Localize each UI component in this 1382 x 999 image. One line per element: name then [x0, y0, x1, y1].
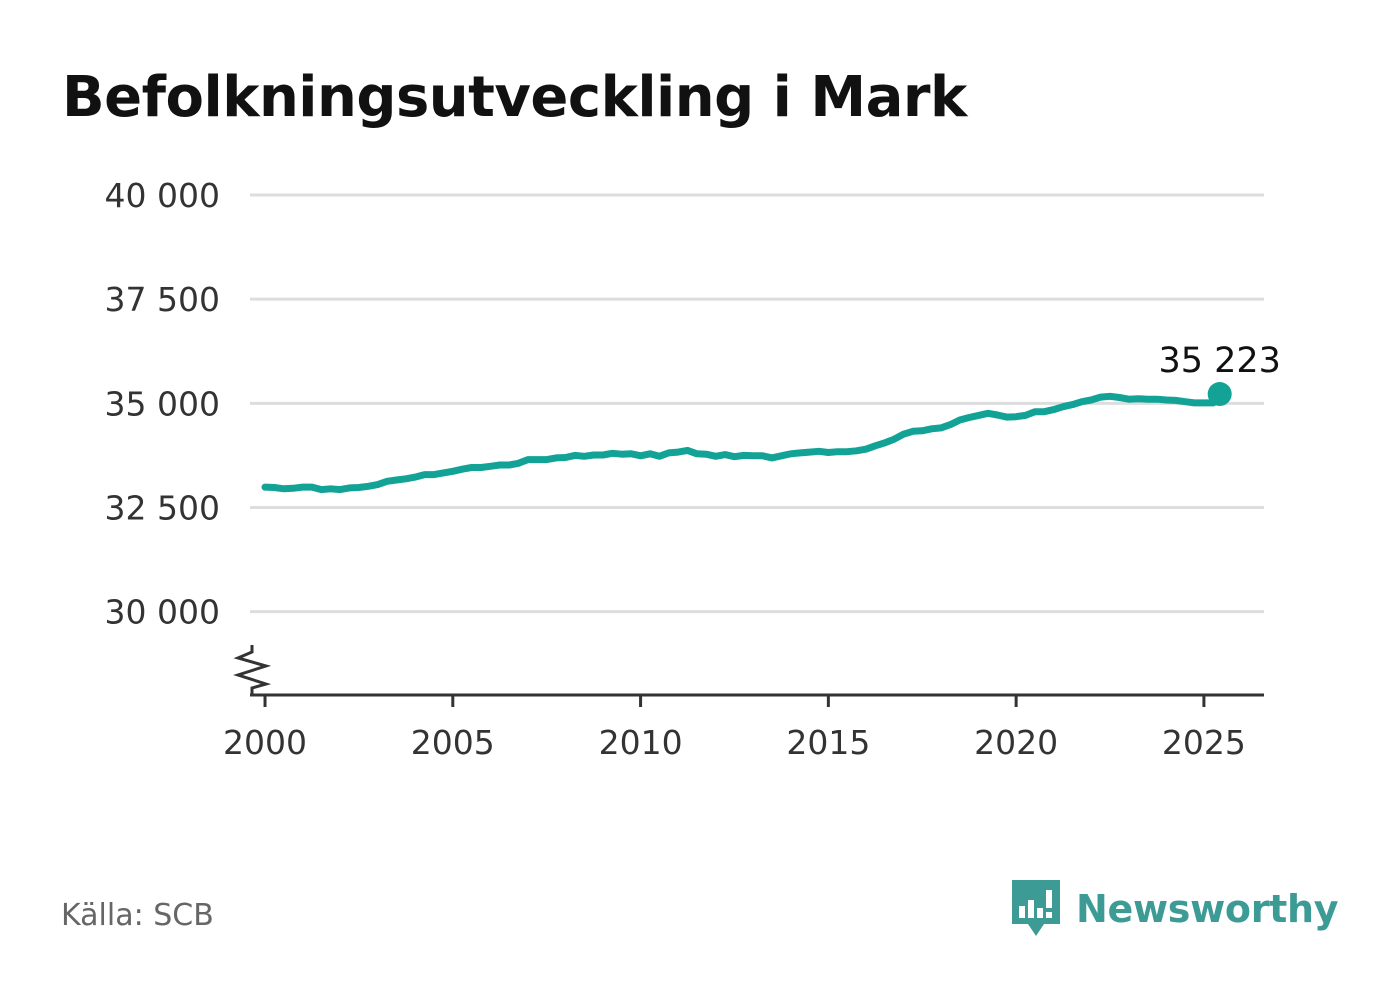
source-note: Källa: SCB	[61, 898, 214, 933]
data-label-layer: 35 223	[1158, 341, 1280, 381]
x-tick-label: 2015	[786, 723, 870, 762]
brand-logo[interactable]: Newsworthy	[1010, 878, 1339, 940]
series-line	[261, 390, 1224, 494]
brand-name: Newsworthy	[1076, 887, 1339, 931]
x-tick-label: 2005	[411, 723, 495, 762]
chart-title: Befolkningsutveckling i Mark	[62, 65, 967, 130]
y-tick-label: 40 000	[105, 176, 220, 215]
x-tick-label: 2010	[599, 723, 683, 762]
y-tick-label: 30 000	[105, 593, 220, 632]
series-layer	[261, 382, 1232, 494]
y-axis-tick-labels: 30 000 32 500 35 000 37 500 40 000	[105, 176, 220, 632]
axis-break-marker	[233, 645, 272, 695]
last-value-label: 35 223	[1158, 341, 1280, 381]
x-tick-label: 2025	[1162, 723, 1246, 762]
y-tick-label: 35 000	[105, 384, 220, 423]
x-axis	[233, 645, 1264, 697]
y-tick-label: 32 500	[105, 489, 220, 528]
last-value-point	[1207, 382, 1232, 407]
y-tick-label: 37 500	[105, 280, 220, 319]
bar-chart-speech-bubble-icon	[1012, 880, 1060, 936]
x-tick-label: 2000	[223, 723, 307, 762]
x-tick-label: 2020	[974, 723, 1058, 762]
grid-lines	[250, 193, 1264, 614]
x-axis-ticks: 2000 2005 2010 2015 2020 2025	[223, 695, 1246, 762]
